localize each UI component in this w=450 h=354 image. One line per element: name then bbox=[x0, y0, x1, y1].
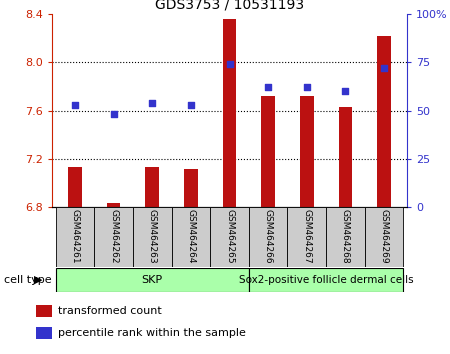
Point bbox=[265, 85, 272, 90]
Bar bbox=[339, 107, 352, 207]
Text: SKP: SKP bbox=[142, 275, 163, 285]
Bar bbox=[210, 207, 249, 267]
Point bbox=[226, 62, 233, 67]
Bar bbox=[249, 268, 403, 292]
Bar bbox=[56, 268, 249, 292]
Bar bbox=[36, 327, 52, 339]
Bar bbox=[261, 96, 275, 207]
Bar bbox=[107, 204, 120, 207]
Bar bbox=[223, 19, 236, 207]
Text: GSM464261: GSM464261 bbox=[71, 209, 80, 263]
Bar bbox=[326, 207, 365, 267]
Bar bbox=[171, 207, 210, 267]
Text: GSM464269: GSM464269 bbox=[379, 209, 388, 263]
Point bbox=[148, 100, 156, 106]
Bar bbox=[133, 207, 171, 267]
Text: GSM464268: GSM464268 bbox=[341, 209, 350, 263]
Text: cell type: cell type bbox=[4, 275, 52, 285]
Text: GSM464263: GSM464263 bbox=[148, 209, 157, 263]
Text: GSM464265: GSM464265 bbox=[225, 209, 234, 263]
Text: GSM464264: GSM464264 bbox=[186, 209, 195, 263]
Point bbox=[342, 88, 349, 94]
Bar bbox=[56, 207, 94, 267]
Text: ▶: ▶ bbox=[34, 275, 42, 285]
Text: Sox2-positive follicle dermal cells: Sox2-positive follicle dermal cells bbox=[239, 275, 414, 285]
Point bbox=[303, 85, 310, 90]
Text: GSM464267: GSM464267 bbox=[302, 209, 311, 263]
Bar bbox=[36, 305, 52, 317]
Bar bbox=[94, 207, 133, 267]
Point bbox=[380, 65, 387, 71]
Title: GDS3753 / 10531193: GDS3753 / 10531193 bbox=[155, 0, 304, 12]
Point bbox=[72, 102, 79, 108]
Bar bbox=[68, 167, 82, 207]
Bar bbox=[365, 207, 403, 267]
Point bbox=[187, 102, 194, 108]
Text: percentile rank within the sample: percentile rank within the sample bbox=[58, 328, 246, 338]
Bar bbox=[249, 207, 288, 267]
Bar bbox=[288, 207, 326, 267]
Bar bbox=[377, 36, 391, 207]
Point bbox=[110, 112, 117, 117]
Text: GSM464266: GSM464266 bbox=[264, 209, 273, 263]
Text: GSM464262: GSM464262 bbox=[109, 209, 118, 263]
Bar bbox=[145, 167, 159, 207]
Bar bbox=[184, 169, 198, 207]
Text: transformed count: transformed count bbox=[58, 306, 162, 316]
Bar bbox=[300, 96, 314, 207]
